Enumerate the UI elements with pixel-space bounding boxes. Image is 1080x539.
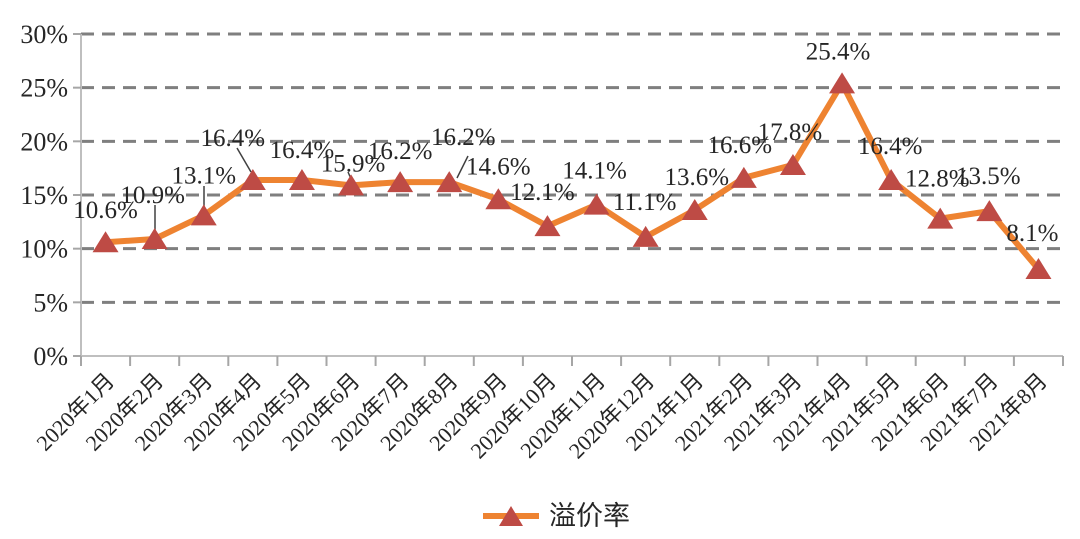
data-label: 16.4% (270, 137, 335, 164)
data-point-marker (927, 207, 954, 229)
data-point-marker (387, 171, 414, 193)
data-label: 16.4% (201, 125, 266, 152)
data-label: 16.6% (708, 132, 773, 159)
y-axis-label: 5% (33, 288, 68, 317)
data-point-marker (436, 171, 463, 193)
data-point-marker (141, 228, 168, 250)
data-point-marker (730, 166, 757, 188)
data-point-marker (779, 153, 806, 175)
data-point-marker (92, 231, 119, 253)
data-label: 13.5% (956, 163, 1021, 190)
data-label: 12.8% (905, 166, 970, 193)
data-point-marker (976, 200, 1003, 222)
label-leader-line (456, 155, 469, 179)
y-axis-label: 30% (20, 20, 68, 49)
data-label: 13.1% (171, 162, 236, 189)
data-label: 10.6% (73, 197, 138, 224)
data-label: 25.4% (806, 38, 871, 65)
data-label: 16.2% (431, 124, 496, 151)
data-point-marker (829, 72, 856, 94)
y-axis-label: 15% (20, 181, 68, 210)
data-point-marker (878, 168, 905, 190)
y-axis-label: 0% (33, 342, 68, 371)
data-label: 15.9% (321, 150, 386, 177)
data-point-marker (583, 193, 610, 215)
y-axis-label: 25% (20, 74, 68, 103)
data-point-marker (632, 225, 659, 247)
data-label: 14.6% (466, 153, 531, 180)
series-line (102, 80, 1042, 273)
legend: 溢价率 (482, 499, 630, 533)
y-axis-label: 10% (20, 235, 68, 264)
legend-line-marker-icon (483, 506, 539, 526)
data-point-marker (288, 168, 315, 190)
data-point-marker (1025, 258, 1052, 280)
data-point-marker (681, 199, 708, 221)
data-label: 16.4% (858, 133, 923, 160)
data-point-marker (338, 174, 365, 196)
legend-triangle-marker-icon (499, 506, 523, 526)
data-label: 17.8% (758, 119, 823, 146)
data-label: 14.1% (562, 158, 627, 185)
data-point-marker (239, 168, 266, 190)
data-label: 13.6% (664, 164, 729, 191)
data-label: 8.1% (1006, 220, 1058, 247)
y-axis-label: 20% (20, 127, 68, 156)
data-point-marker (485, 188, 512, 210)
data-label: 11.1% (613, 189, 677, 216)
label-leader-line (236, 147, 252, 173)
data-label: 12.1% (510, 179, 575, 206)
data-point-marker (534, 215, 561, 237)
data-label: 10.9% (120, 182, 185, 209)
data-point-marker (190, 204, 217, 226)
data-label: 16.2% (368, 138, 433, 165)
legend-label: 溢价率 (549, 501, 630, 531)
